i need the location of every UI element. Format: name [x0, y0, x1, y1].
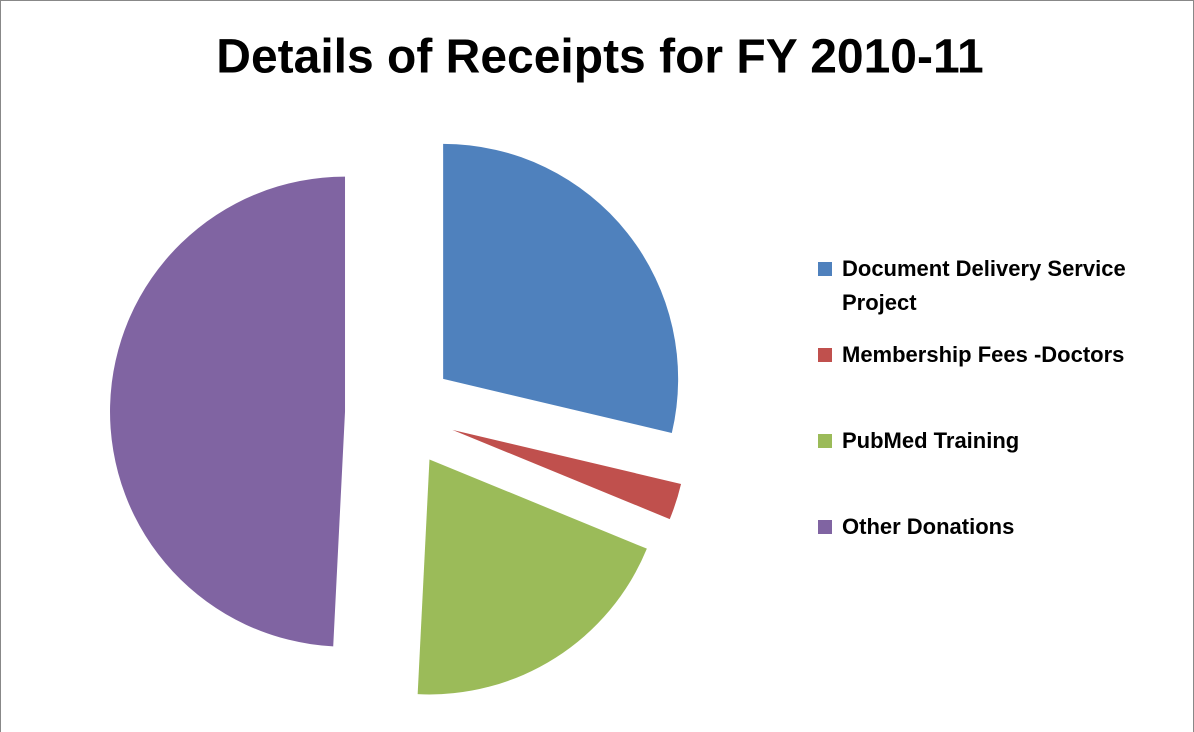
legend-item: PubMed Training — [818, 424, 1188, 458]
legend-label: PubMed Training — [842, 428, 1020, 453]
pie-slice — [110, 176, 346, 647]
pie-slice — [452, 429, 682, 520]
legend: Document Delivery Service Project Members… — [818, 252, 1188, 544]
legend-swatch — [818, 434, 832, 448]
legend-label: Other Donations — [842, 514, 1015, 539]
legend-item: Membership Fees -Doctors — [818, 338, 1188, 372]
legend-swatch — [818, 348, 832, 362]
chart-title: Details of Receipts for FY 2010-11 — [216, 31, 983, 84]
legend-item: Other Donations — [818, 510, 1188, 544]
legend-swatch — [818, 520, 832, 534]
legend-label: Document Delivery Service Project — [842, 256, 1126, 315]
pie-slice — [443, 143, 679, 434]
pie-slice — [417, 459, 647, 695]
legend-swatch — [818, 262, 832, 276]
legend-item: Document Delivery Service Project — [818, 252, 1188, 320]
legend-label: Membership Fees -Doctors — [842, 342, 1125, 367]
